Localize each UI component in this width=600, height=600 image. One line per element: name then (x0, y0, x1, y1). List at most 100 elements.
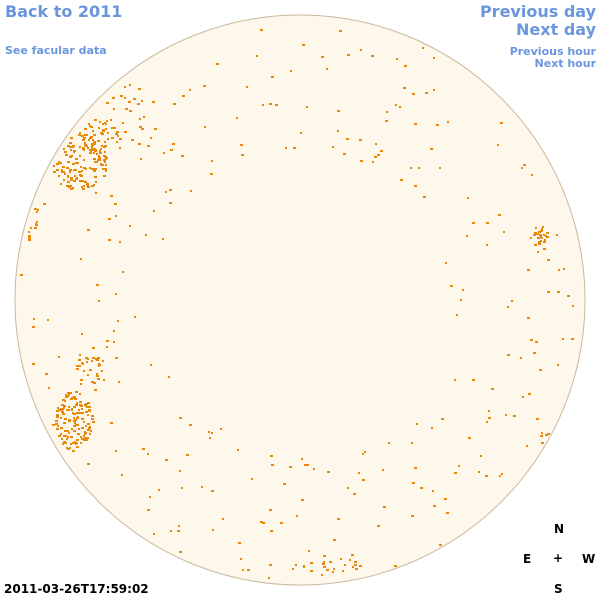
facula (269, 509, 272, 511)
facula (114, 203, 117, 205)
facula (371, 55, 374, 57)
facula (93, 134, 96, 136)
facula (327, 471, 330, 473)
facula (359, 565, 362, 567)
facula (520, 357, 522, 359)
facula (352, 566, 354, 568)
facula (472, 222, 475, 224)
facula (74, 422, 76, 424)
facula (74, 175, 76, 177)
compass-east: E (523, 552, 532, 566)
facula (104, 141, 106, 143)
facula (63, 148, 65, 150)
facula (116, 141, 118, 143)
facula (111, 127, 113, 129)
facula (73, 180, 75, 182)
facula (531, 174, 533, 176)
facula (488, 417, 491, 419)
facula (142, 448, 145, 450)
facula (84, 181, 87, 183)
facula (262, 522, 265, 524)
facula (87, 423, 90, 425)
facula (99, 159, 101, 161)
facula (63, 435, 66, 437)
facula (360, 160, 363, 162)
next-hour-link[interactable]: Next hour (534, 57, 597, 70)
facula (113, 330, 115, 332)
facula (30, 227, 32, 229)
facula (541, 228, 543, 230)
facula (80, 436, 82, 438)
facula (462, 289, 464, 291)
previous-hour-link[interactable]: Previous hour (509, 45, 596, 58)
facula (124, 97, 126, 99)
facula (85, 425, 87, 427)
facula (67, 392, 70, 394)
facula (61, 171, 64, 173)
facula (445, 262, 447, 264)
facula (119, 241, 121, 243)
facula (99, 152, 102, 154)
facula (76, 412, 79, 414)
facula (100, 164, 103, 166)
facula (236, 117, 238, 119)
facula (58, 356, 60, 358)
facula (96, 284, 99, 286)
facula (62, 413, 65, 415)
facula (79, 401, 82, 403)
facula (302, 44, 305, 46)
facula (78, 134, 81, 136)
facula (404, 65, 407, 67)
facula (203, 85, 206, 87)
facula (540, 230, 543, 232)
facula (93, 143, 96, 145)
facula (535, 227, 537, 229)
next-day-link[interactable]: Next day (516, 20, 596, 39)
facula (67, 145, 70, 147)
facula (35, 224, 38, 226)
facula (340, 558, 342, 560)
facula (247, 569, 250, 571)
facula (412, 482, 415, 484)
facula (152, 101, 155, 103)
facula (79, 155, 81, 157)
facula (68, 432, 70, 434)
facula (133, 98, 136, 100)
back-link[interactable]: Back to 2011 (5, 2, 123, 21)
facula (283, 483, 286, 485)
facula (526, 445, 528, 447)
facula (93, 158, 96, 160)
facula (141, 100, 143, 102)
facula (150, 364, 152, 366)
facula (36, 211, 38, 213)
facula (89, 152, 92, 154)
facula (96, 153, 98, 155)
facula (69, 447, 71, 449)
facula (349, 559, 351, 561)
facula (92, 139, 94, 141)
facula (75, 391, 78, 393)
facula (124, 86, 126, 88)
facula (28, 235, 31, 237)
facula (268, 577, 270, 579)
facula (73, 396, 76, 398)
facula (81, 408, 83, 410)
facula (115, 450, 117, 452)
facula (85, 432, 87, 434)
facular-link[interactable]: See facular data (5, 44, 107, 57)
facula (190, 190, 192, 192)
facula (310, 562, 313, 564)
previous-day-link[interactable]: Previous day (479, 2, 596, 21)
facula (122, 271, 124, 273)
facula (285, 147, 287, 149)
facula (238, 542, 241, 544)
facula (115, 293, 117, 295)
facula (67, 181, 70, 183)
facula (125, 108, 128, 110)
facula (56, 410, 59, 412)
facula (141, 128, 144, 130)
facula (536, 233, 539, 235)
facula (332, 571, 334, 573)
facula (87, 414, 89, 416)
facula (63, 422, 66, 424)
